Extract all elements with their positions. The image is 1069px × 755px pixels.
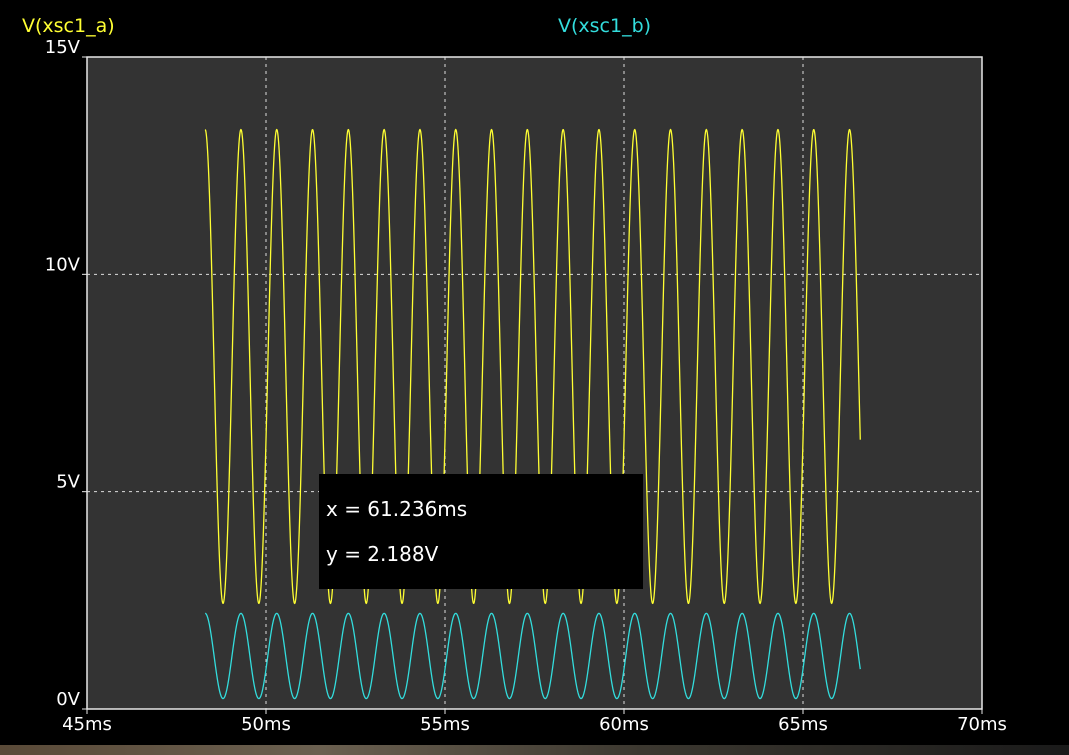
grid-lines [82, 56, 983, 714]
x-axis-ticks: 45ms 50ms 55ms 60ms 65ms 70ms [62, 714, 1007, 735]
y-tick-label: 0V [56, 689, 80, 710]
x-tick-label: 50ms [241, 714, 291, 735]
x-tick-label: 65ms [778, 714, 828, 735]
x-tick-label: 45ms [62, 714, 112, 735]
y-tick-label: 10V [45, 254, 81, 275]
plot-area[interactable] [86, 56, 983, 710]
y-tick-label: 15V [45, 37, 81, 58]
x-tick-label: 60ms [599, 714, 649, 735]
y-tick-label: 5V [56, 472, 80, 493]
trace-xsc1-b[interactable] [205, 612, 861, 700]
legend-series-b[interactable]: V(xsc1_b) [558, 15, 652, 37]
x-tick-label: 55ms [420, 714, 470, 735]
trace-xsc1-a[interactable] [204, 128, 861, 605]
x-tick-label: 70ms [957, 714, 1007, 735]
y-axis-ticks: 15V 10V 5V 0V [45, 37, 81, 710]
cursor-readout: x = 61.236ms y = 2.188V [319, 474, 643, 589]
cursor-x-value: x = 61.236ms [326, 497, 468, 521]
cursor-y-value: y = 2.188V [326, 542, 439, 566]
window-bottom-edge [0, 745, 1069, 755]
legend-series-a[interactable]: V(xsc1_a) [22, 15, 115, 37]
